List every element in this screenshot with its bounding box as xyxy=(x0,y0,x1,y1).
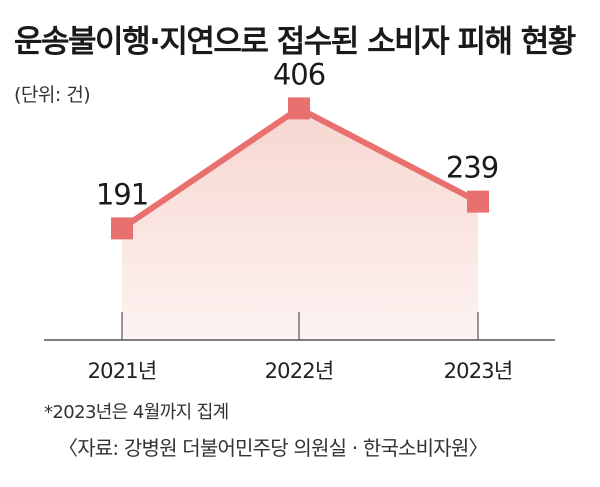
footnote: *2023년은 4월까지 집계 xyxy=(44,402,229,423)
chart-title: 운송불이행·지연으로 접수된 소비자 피해 현황 xyxy=(14,24,576,60)
x-tick-label: 2022년 xyxy=(265,359,334,383)
data-point-marker xyxy=(111,217,133,240)
data-label: 239 xyxy=(446,151,498,185)
series-line-segment xyxy=(119,105,302,232)
data-point-marker xyxy=(288,97,310,120)
source-note: 〈자료: 강병원 더불어민주당 의원실 · 한국소비자원〉 xyxy=(58,436,488,460)
x-tick-label: 2023년 xyxy=(444,359,513,383)
series-line-segment xyxy=(296,105,481,205)
data-point-marker xyxy=(467,190,489,213)
data-label: 191 xyxy=(96,177,148,211)
data-label: 406 xyxy=(273,57,325,91)
area-fill xyxy=(122,108,478,340)
unit-label: (단위: 건) xyxy=(14,84,91,106)
x-tick-label: 2021년 xyxy=(88,359,157,383)
